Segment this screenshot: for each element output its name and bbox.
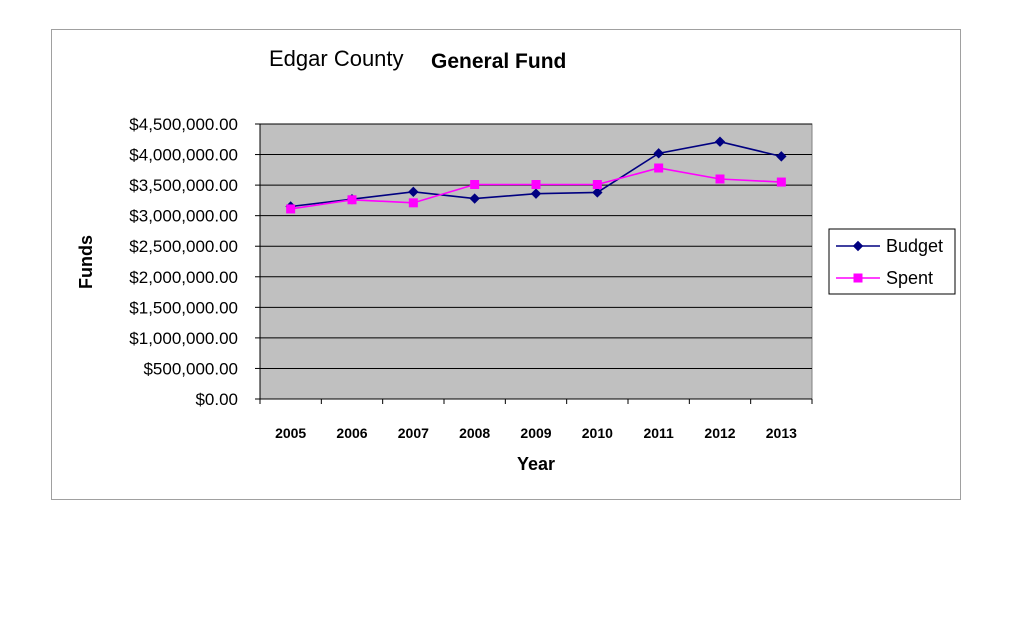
y-tick-label: $1,500,000.00	[129, 298, 238, 317]
budget-point	[469, 193, 480, 204]
legend-marker-spent	[853, 273, 863, 283]
x-tick-label: 2010	[582, 425, 613, 441]
x-tick-label: 2005	[275, 425, 306, 441]
x-tick-label: 2007	[398, 425, 429, 441]
y-tick-label: $0.00	[195, 390, 238, 409]
x-tick-label: 2009	[520, 425, 551, 441]
legend-label-spent: Spent	[886, 268, 933, 288]
budget-point	[776, 151, 787, 162]
legend-marker-budget	[852, 240, 864, 252]
y-tick-label: $3,000,000.00	[129, 207, 238, 226]
y-tick-label: $2,000,000.00	[129, 268, 238, 287]
x-tick-label: 2012	[704, 425, 735, 441]
spent-series	[286, 163, 786, 214]
y-tick-label: $2,500,000.00	[129, 237, 238, 256]
spent-point	[592, 180, 602, 189]
spent-point	[531, 180, 541, 189]
plot-area	[259, 123, 813, 400]
y-tick-label: $4,500,000.00	[129, 115, 238, 134]
y-axis: $0.00 $500,000.00 $1,000,000.00 $1,500,000.…	[129, 115, 261, 409]
x-axis: 2005 2006 2007 2008 2009 2010 2011 2012 2013	[259, 398, 813, 441]
x-tick-label: 2008	[459, 425, 490, 441]
y-tick-label: $3,500,000.00	[129, 176, 238, 195]
budget-point	[592, 187, 603, 198]
spent-point	[408, 198, 418, 208]
x-tick-label: 2006	[336, 425, 367, 441]
gridlines	[260, 123, 812, 369]
budget-point	[653, 148, 664, 159]
spent-point	[715, 174, 725, 184]
y-tick-label: $4,000,000.00	[129, 146, 238, 165]
x-tick-label: 2013	[766, 425, 797, 441]
budget-point	[408, 186, 419, 198]
legend-box	[828, 228, 956, 295]
chart-title-fund: General Fund	[431, 50, 566, 73]
chart-title-county: Edgar County	[269, 46, 404, 71]
spent-point	[347, 195, 357, 205]
budget-point	[714, 136, 726, 147]
y-axis-label: Funds	[76, 235, 96, 289]
legend-label-budget: Budget	[886, 236, 943, 256]
x-tick-label: 2011	[643, 425, 674, 441]
legend: Budget Spent	[828, 228, 956, 295]
budget-point	[530, 188, 542, 199]
y-tick-label: $1,000,000.00	[129, 329, 238, 348]
series-layer	[285, 136, 787, 214]
spent-point	[654, 163, 664, 173]
y-tick-label: $500,000.00	[143, 359, 238, 378]
spent-point	[470, 180, 480, 189]
spent-point	[286, 204, 296, 214]
x-axis-label: Year	[517, 454, 555, 474]
spent-point	[776, 177, 786, 187]
